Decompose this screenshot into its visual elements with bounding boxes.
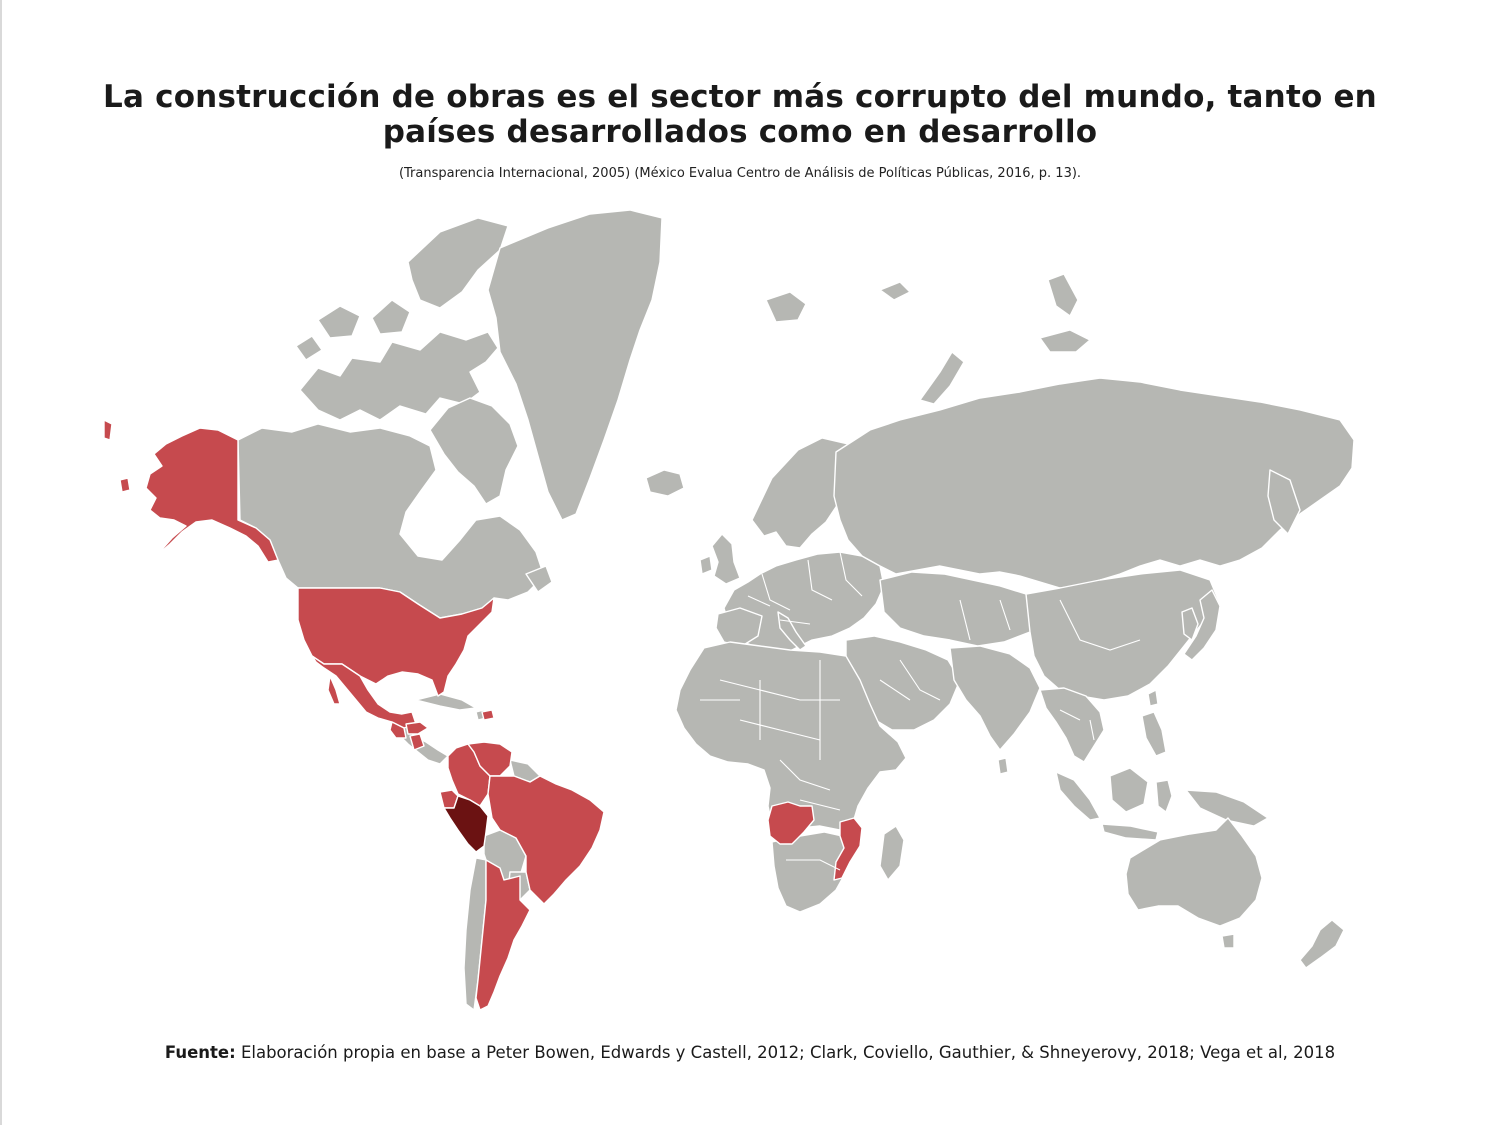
venezuela xyxy=(467,741,513,777)
ireland xyxy=(699,555,713,575)
angola xyxy=(767,801,815,845)
left-edge-rule xyxy=(0,0,2,1125)
guatemala xyxy=(389,721,407,739)
new-guinea xyxy=(1185,789,1269,827)
newfoundland xyxy=(525,565,553,593)
arctic-island-mid xyxy=(371,299,411,335)
iceland xyxy=(645,469,685,497)
china-mongolia xyxy=(1025,569,1221,701)
nicaragua xyxy=(409,733,425,751)
siberian-islands xyxy=(1039,329,1091,353)
japan xyxy=(1183,589,1221,661)
peru xyxy=(443,795,489,853)
aleutian-islands xyxy=(103,419,131,493)
australia xyxy=(1125,817,1263,927)
borneo xyxy=(1109,767,1149,813)
java xyxy=(1101,823,1159,841)
source-note: Fuente: Elaboración propia en base a Pet… xyxy=(60,1043,1440,1062)
cuba xyxy=(415,693,477,711)
emphasized-countries-layer xyxy=(443,795,489,853)
tasmania xyxy=(1221,933,1235,949)
dominican-republic xyxy=(481,709,495,721)
greenland xyxy=(487,209,663,521)
svalbard xyxy=(765,291,807,323)
map-title: La construcción de obras es el sector má… xyxy=(103,79,1377,150)
canadian-arctic-islands xyxy=(299,331,499,421)
korea xyxy=(1181,607,1199,641)
madagascar xyxy=(879,825,905,881)
italy xyxy=(777,611,807,651)
honduras xyxy=(405,721,429,735)
argentina xyxy=(475,859,531,1011)
sumatra xyxy=(1055,771,1101,821)
novaya-zemlya xyxy=(919,351,965,405)
taiwan xyxy=(1147,689,1159,707)
arctic-island-west xyxy=(317,305,361,339)
highlighted-countries-layer xyxy=(103,419,863,1011)
russia xyxy=(833,377,1355,589)
baffin-island xyxy=(429,397,519,505)
africa-south xyxy=(771,831,851,913)
philippines xyxy=(1141,711,1167,757)
alaska xyxy=(145,427,279,563)
sakhalin-kamchatka xyxy=(1267,469,1301,535)
kazakhstan-central-asia xyxy=(879,571,1041,647)
sri-lanka xyxy=(997,757,1009,775)
wrangel-island xyxy=(1047,273,1079,317)
sulawesi xyxy=(1155,779,1173,813)
new-zealand xyxy=(1299,919,1345,969)
mozambique xyxy=(833,817,863,881)
southeast-asia xyxy=(1039,687,1105,763)
south-asia xyxy=(949,645,1041,751)
source-text: Elaboración propia en base a Peter Bowen… xyxy=(235,1043,1336,1062)
great-britain xyxy=(711,533,741,585)
source-label: Fuente: xyxy=(164,1043,236,1062)
franz-josef-land xyxy=(879,281,911,301)
iberia xyxy=(715,607,763,647)
map-subtitle: (Transparencia Internacional, 2005) (Méx… xyxy=(398,166,1082,181)
ellesmere-island xyxy=(407,217,509,309)
country-borders xyxy=(700,551,1141,871)
arctic-island-small xyxy=(295,335,323,361)
base-land-layer xyxy=(237,209,1355,1011)
brazil xyxy=(487,775,605,905)
